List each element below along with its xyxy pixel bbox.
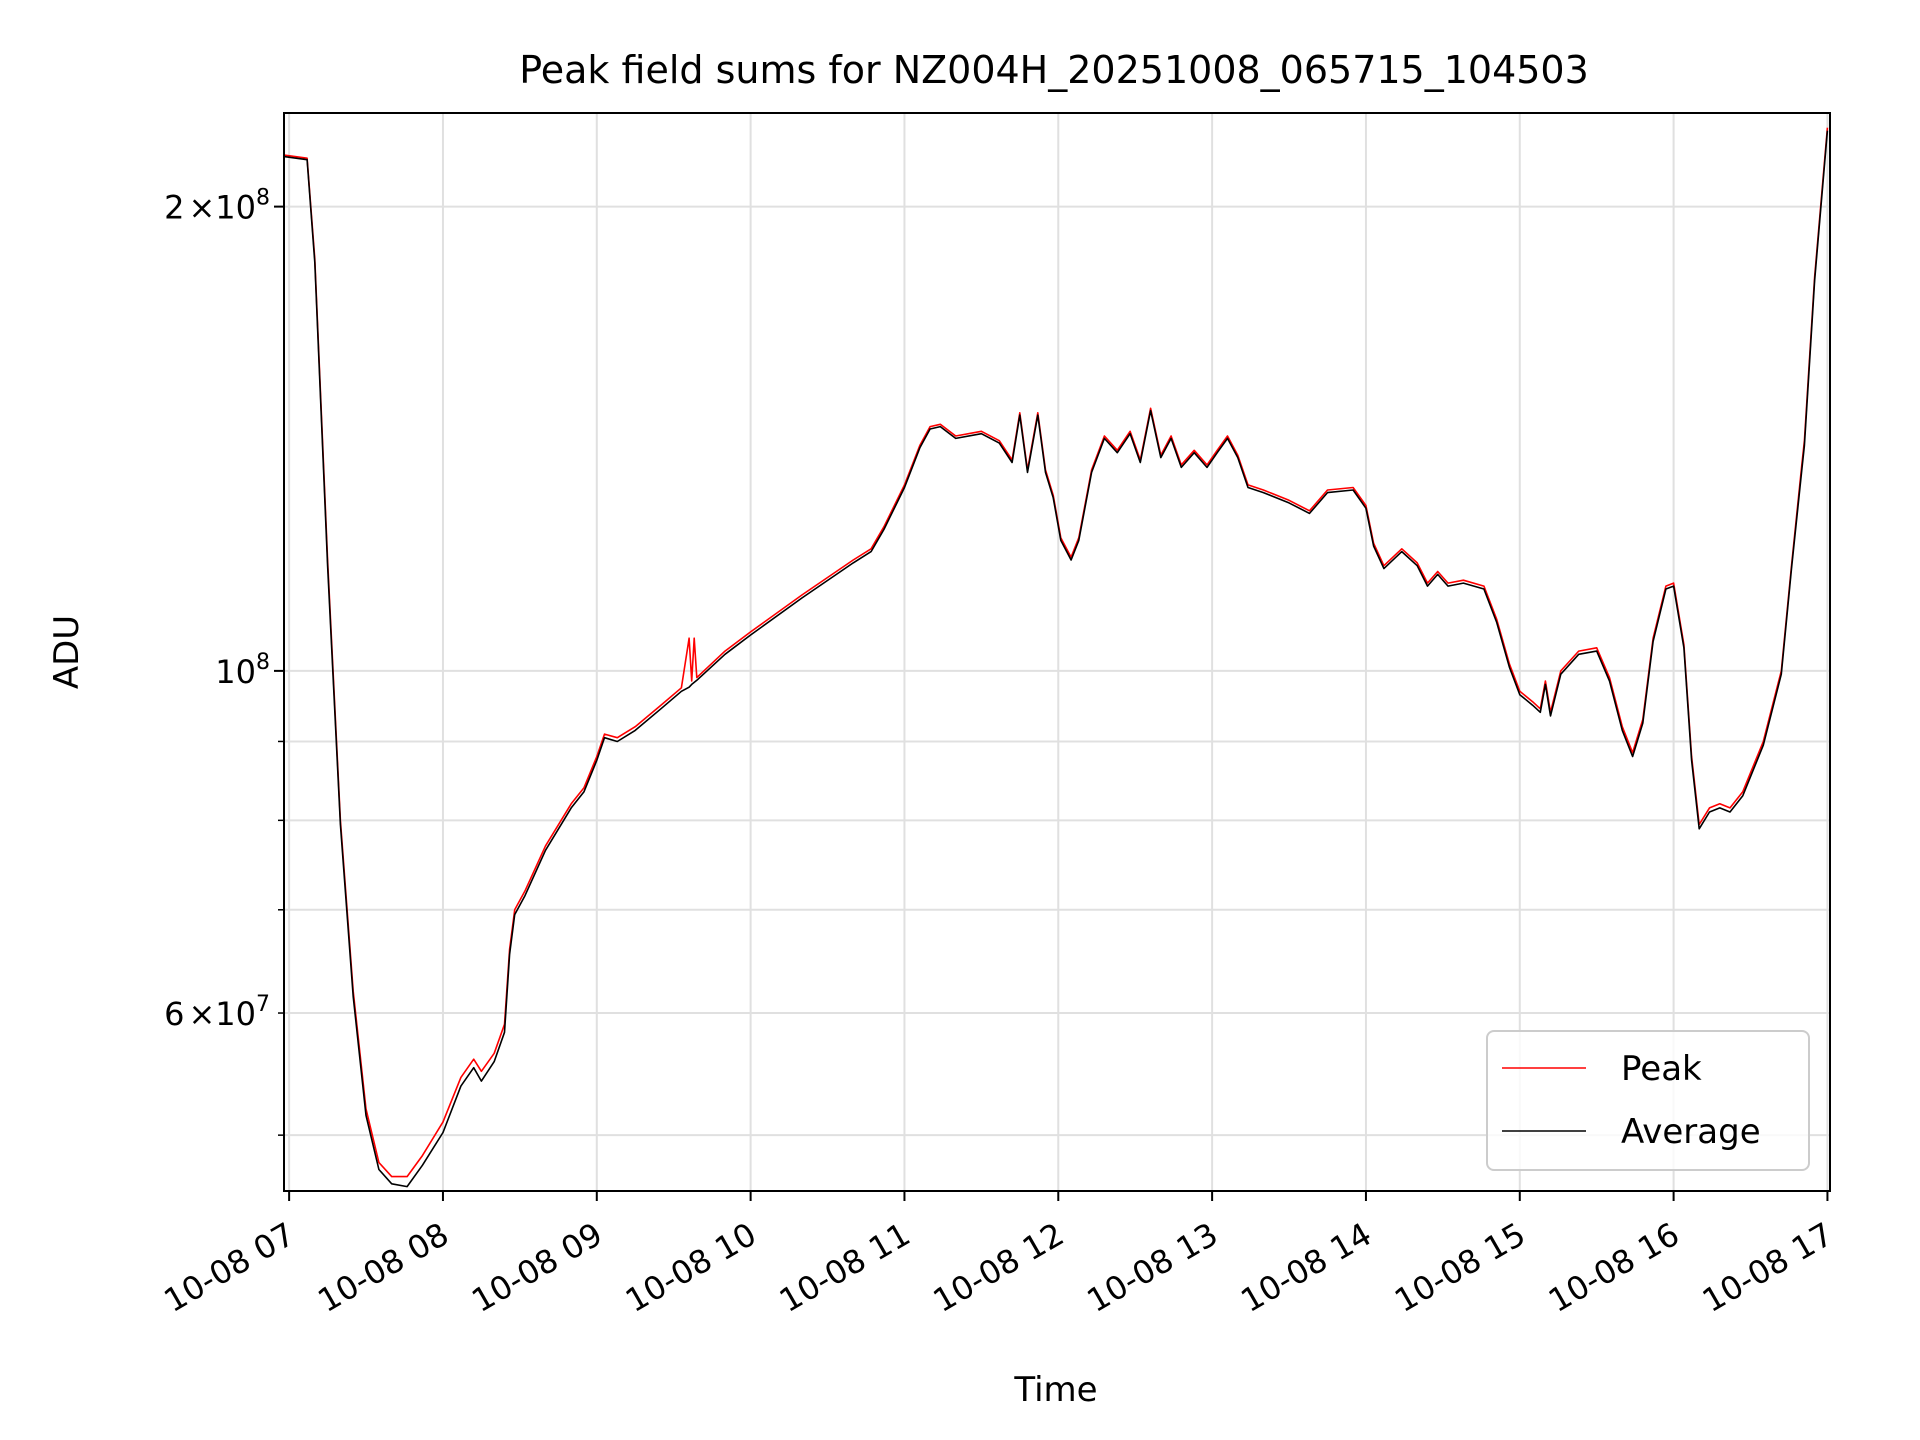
y-tick-base: 10 — [215, 995, 256, 1033]
y-tick-mantissa: 6 — [164, 995, 184, 1033]
legend-label-average: Average — [1621, 1112, 1761, 1152]
y-axis-label: ADU — [47, 615, 87, 689]
legend-label-peak: Peak — [1621, 1049, 1702, 1089]
y-tick-label: 108 — [215, 650, 270, 691]
ticks — [274, 205, 1829, 1201]
y-tick-exponent: 8 — [256, 650, 270, 675]
series-group — [284, 127, 1829, 1188]
plot-frame — [283, 112, 1831, 1192]
y-tick-label: 2 ×108 — [164, 186, 270, 227]
x-axis-label: Time — [1013, 1370, 1097, 1410]
y-tick-exponent: 7 — [256, 992, 270, 1017]
y-tick-label: 6 ×107 — [164, 992, 270, 1033]
legend-box — [1486, 1030, 1810, 1171]
y-tick-mantissa: 2 — [164, 189, 184, 227]
legend: Peak Average — [1486, 1030, 1810, 1171]
y-tick-base: 10 — [215, 189, 256, 227]
series-line-peak — [284, 127, 1829, 1178]
y-tick-exponent: 8 — [256, 186, 270, 211]
series-line-average — [284, 130, 1829, 1188]
chart-title: Peak field sums for NZ004H_20251008_0657… — [519, 48, 1589, 92]
y-tick-base: 10 — [215, 653, 256, 691]
